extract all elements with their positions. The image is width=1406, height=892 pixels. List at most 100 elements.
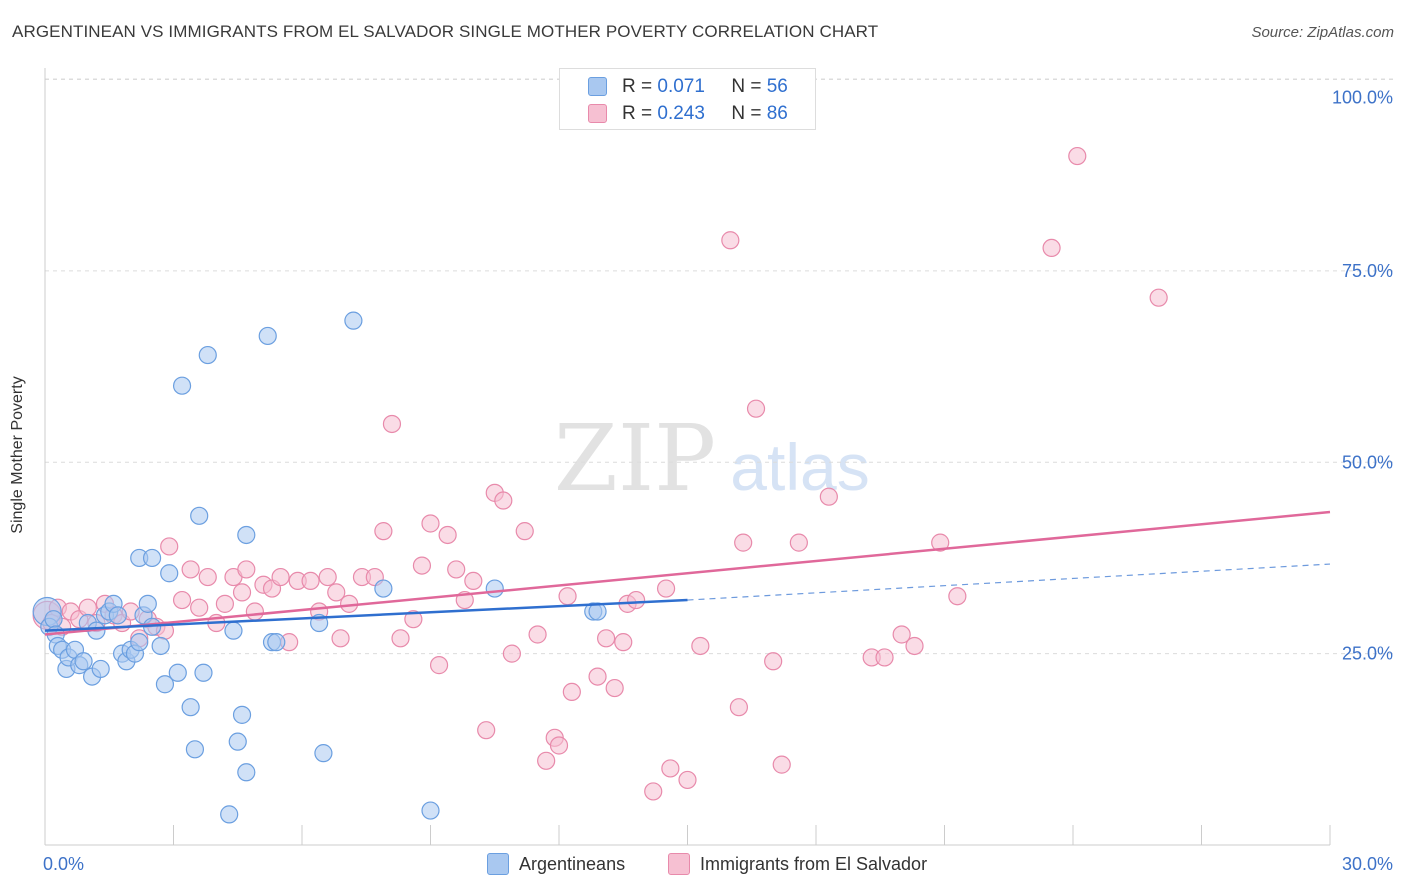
legend-item-argentineans[interactable]: Argentineans bbox=[487, 850, 625, 878]
data-point bbox=[215, 594, 234, 613]
data-point bbox=[245, 602, 264, 621]
r-value: 0.243 bbox=[657, 103, 705, 124]
data-point bbox=[160, 564, 179, 583]
data-point bbox=[198, 567, 217, 587]
data-point bbox=[931, 533, 950, 552]
data-point bbox=[374, 522, 393, 541]
y-tick-label: 25.0% bbox=[1342, 644, 1393, 664]
data-point bbox=[155, 675, 175, 694]
data-point bbox=[558, 587, 577, 606]
data-point bbox=[421, 514, 440, 533]
n-value: 86 bbox=[766, 103, 788, 124]
data-point bbox=[232, 583, 252, 602]
n-label: N = bbox=[731, 76, 762, 97]
data-point bbox=[142, 548, 162, 568]
data-point bbox=[614, 633, 633, 652]
data-point bbox=[905, 636, 924, 656]
data-point bbox=[331, 629, 350, 648]
legend-item-el-salvador[interactable]: Immigrants from El Salvador bbox=[668, 850, 927, 878]
data-point bbox=[271, 567, 290, 587]
blue-swatch bbox=[487, 853, 509, 875]
legend-label: Immigrants from El Salvador bbox=[700, 853, 928, 874]
axes bbox=[44, 68, 1331, 846]
data-point bbox=[258, 326, 277, 346]
data-point bbox=[382, 414, 402, 434]
data-point bbox=[220, 805, 239, 824]
data-point bbox=[44, 610, 63, 629]
data-point bbox=[537, 751, 556, 770]
y-tick-label: 50.0% bbox=[1342, 452, 1393, 472]
data-point bbox=[327, 583, 346, 602]
data-point bbox=[301, 571, 320, 591]
correlation-legend: R = 0.071 N = 56 R = 0.243 N = 86 bbox=[559, 68, 816, 130]
data-point bbox=[314, 744, 333, 763]
data-point bbox=[626, 590, 646, 610]
trend-line-argentineans-extension bbox=[687, 563, 1331, 601]
data-point bbox=[421, 801, 440, 820]
data-point bbox=[74, 652, 93, 671]
data-point bbox=[746, 399, 766, 418]
data-point bbox=[108, 606, 127, 625]
data-point bbox=[374, 579, 393, 598]
data-point bbox=[198, 345, 217, 365]
data-point bbox=[429, 656, 449, 675]
data-point bbox=[224, 621, 243, 640]
data-point bbox=[344, 311, 363, 330]
data-point bbox=[172, 376, 192, 395]
data-point bbox=[588, 667, 607, 686]
y-tick-label: 100.0% bbox=[1332, 88, 1393, 108]
data-point bbox=[588, 602, 607, 621]
chart-title: ARGENTINEAN VS IMMIGRANTS FROM EL SALVAD… bbox=[12, 22, 879, 41]
data-point bbox=[485, 579, 504, 598]
trend-line-el-salvador bbox=[44, 510, 1331, 636]
data-point bbox=[181, 698, 200, 717]
data-point bbox=[237, 763, 256, 782]
data-point bbox=[819, 487, 838, 506]
x-tick-label: 0.0% bbox=[43, 854, 84, 874]
data-point bbox=[185, 740, 205, 759]
data-point bbox=[549, 736, 569, 755]
data-point bbox=[138, 594, 157, 613]
data-point bbox=[168, 663, 187, 682]
data-point bbox=[237, 525, 256, 545]
data-point bbox=[190, 598, 209, 617]
data-point bbox=[605, 678, 624, 698]
data-point bbox=[734, 533, 753, 552]
legend-label: Argentineans bbox=[519, 853, 626, 874]
r-value: 0.071 bbox=[657, 76, 705, 97]
data-point bbox=[1068, 146, 1087, 166]
data-point bbox=[267, 633, 286, 652]
source-label: Source: ZipAtlas.com bbox=[1251, 24, 1394, 41]
data-point bbox=[477, 721, 496, 740]
data-point bbox=[391, 629, 410, 648]
x-tick-label: 30.0% bbox=[1342, 854, 1393, 874]
data-point bbox=[438, 525, 457, 545]
data-point bbox=[464, 571, 483, 591]
watermark-atlas: atlas bbox=[730, 430, 869, 504]
data-point bbox=[691, 636, 710, 656]
data-point bbox=[644, 782, 663, 801]
data-point bbox=[130, 633, 149, 652]
data-point bbox=[160, 537, 179, 556]
data-point bbox=[772, 755, 791, 774]
data-point bbox=[597, 629, 616, 648]
r-label: R = bbox=[622, 76, 653, 97]
series-argentineans bbox=[32, 311, 607, 824]
data-point bbox=[1042, 238, 1061, 258]
data-point bbox=[875, 648, 894, 667]
watermark: ZIP atlas bbox=[554, 405, 870, 512]
data-point bbox=[318, 567, 337, 587]
tick-labels: 25.0% 50.0% 75.0% 100.0% 0.0% 30.0% bbox=[43, 88, 1393, 875]
data-point bbox=[194, 663, 213, 682]
n-value: 56 bbox=[766, 76, 788, 97]
r-label: R = bbox=[622, 103, 653, 124]
pink-swatch bbox=[588, 104, 607, 123]
data-point bbox=[228, 732, 247, 751]
data-point bbox=[528, 625, 547, 644]
data-point bbox=[412, 556, 432, 575]
data-point bbox=[78, 598, 97, 617]
data-point bbox=[729, 698, 749, 717]
data-point bbox=[661, 759, 680, 778]
trend-lines bbox=[44, 510, 1331, 636]
